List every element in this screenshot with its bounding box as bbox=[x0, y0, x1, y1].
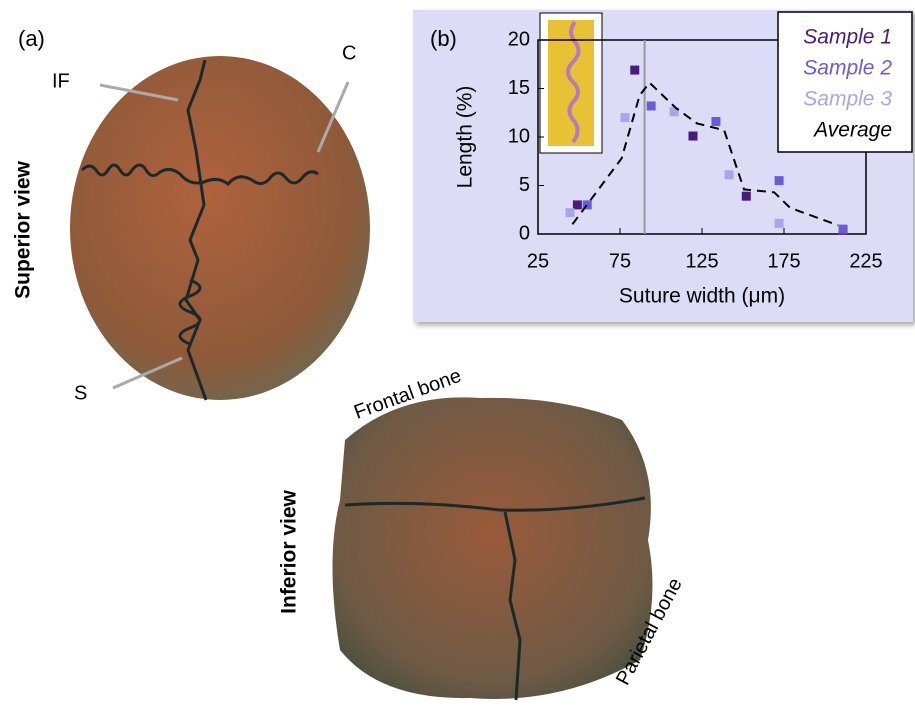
y-tick-label: 20 bbox=[508, 28, 530, 50]
point bbox=[775, 219, 784, 228]
x-tick-label: 75 bbox=[609, 250, 631, 272]
y-tick-label: 0 bbox=[519, 222, 530, 244]
point bbox=[630, 66, 639, 75]
arrow-label: IF bbox=[52, 70, 70, 92]
legend-entry: Sample 1 bbox=[803, 26, 892, 49]
superior-specimen bbox=[70, 56, 370, 400]
panel-label: (b) bbox=[430, 26, 457, 51]
inset bbox=[540, 13, 602, 153]
inferior-specimen bbox=[333, 397, 653, 699]
point bbox=[725, 170, 734, 179]
view-label: Superior view bbox=[12, 160, 35, 298]
y-tick-label: 10 bbox=[508, 125, 530, 147]
point bbox=[647, 101, 656, 110]
x-tick-label: 25 bbox=[527, 250, 549, 272]
y-tick-label: 5 bbox=[519, 174, 530, 196]
legend-entry: Sample 2 bbox=[803, 57, 892, 80]
point bbox=[620, 113, 629, 122]
point bbox=[711, 117, 720, 126]
x-tick-label: 225 bbox=[849, 250, 882, 272]
point bbox=[839, 225, 848, 234]
x-axis-label: Suture width (μm) bbox=[619, 285, 785, 308]
arrow-label: C bbox=[342, 42, 356, 64]
point bbox=[775, 176, 784, 185]
x-tick-label: 125 bbox=[685, 250, 718, 272]
legend-entry: Average bbox=[812, 119, 892, 142]
y-tick-label: 15 bbox=[508, 77, 530, 99]
point bbox=[742, 192, 751, 201]
view-label: Inferior view bbox=[278, 489, 301, 613]
x-tick-label: 175 bbox=[767, 250, 800, 272]
y-axis-label: Length (%) bbox=[454, 86, 477, 189]
point bbox=[565, 208, 574, 217]
point bbox=[688, 132, 697, 141]
legend-entry: Sample 3 bbox=[803, 88, 892, 111]
figure: (a) IF C S Superior view Inferior view F… bbox=[0, 0, 915, 708]
panel-label: (a) bbox=[18, 26, 45, 51]
point bbox=[573, 200, 582, 209]
arrow-label: S bbox=[74, 382, 87, 404]
